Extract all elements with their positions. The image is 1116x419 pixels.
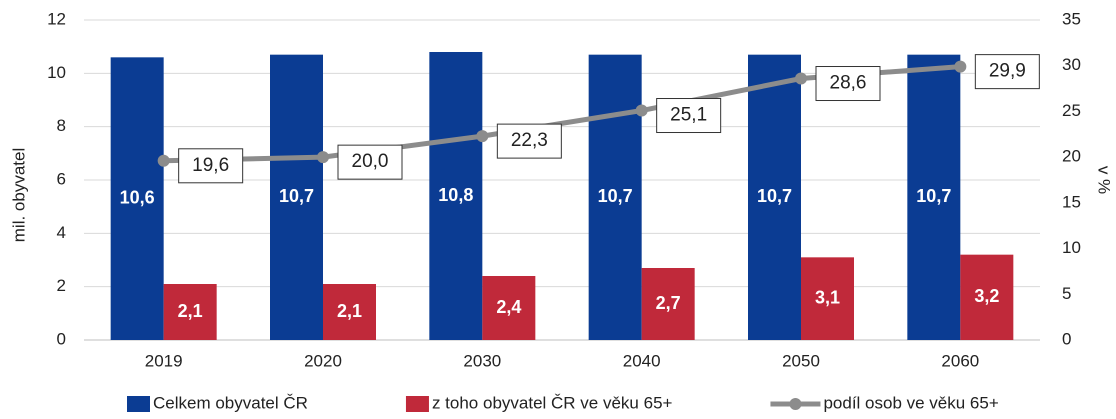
data-label-box — [974, 54, 1040, 90]
line-marker — [954, 60, 967, 73]
bar-value-label: 10,7 — [916, 186, 951, 206]
line-value-label: 29,9 — [989, 61, 1026, 82]
data-label-box — [178, 148, 244, 184]
bar — [482, 276, 536, 340]
legend-swatch — [405, 396, 429, 412]
y2-tick-label: 20 — [1062, 147, 1081, 166]
y2-tick-label: 30 — [1062, 55, 1081, 74]
line-value-label: 28,6 — [830, 73, 867, 94]
x-tick-label: 2060 — [941, 351, 979, 370]
line-marker — [157, 154, 170, 167]
data-label-box — [656, 98, 722, 134]
y2-tick-label: 5 — [1062, 284, 1071, 303]
legend-label: z toho obyvatel ČR ve věku 65+ — [432, 393, 673, 412]
x-tick-label: 2020 — [304, 351, 342, 370]
line-value-label: 25,1 — [670, 105, 707, 126]
bar — [907, 54, 961, 341]
legend-swatch — [127, 396, 150, 412]
x-tick-label: 2050 — [782, 351, 820, 370]
bar-value-label: 10,6 — [120, 187, 155, 207]
bar — [588, 54, 642, 341]
bar — [110, 57, 164, 340]
line-marker — [795, 72, 807, 85]
bar-value-label: 3,2 — [974, 286, 999, 306]
bar-value-label: 3,1 — [815, 287, 840, 307]
line-marker — [317, 151, 329, 164]
x-tick-label: 2030 — [463, 351, 501, 370]
bar-value-label: 10,7 — [279, 186, 314, 206]
bar-value-label: 10,7 — [598, 186, 633, 206]
line-value-label: 22,3 — [511, 130, 548, 151]
bar-value-label: 10,7 — [757, 186, 792, 206]
y-tick-label: 12 — [47, 9, 66, 28]
data-label-box — [337, 144, 403, 180]
line-value-label: 20,0 — [352, 151, 389, 172]
bar-value-label: 2,1 — [178, 301, 203, 321]
bar — [960, 254, 1014, 340]
bar — [801, 257, 854, 340]
line-value-label: 19,6 — [192, 155, 229, 176]
bar — [641, 268, 695, 340]
data-label-box — [496, 123, 562, 159]
data-label-box — [815, 66, 881, 102]
bar-value-label: 2,4 — [496, 297, 521, 317]
bar-value-label: 2,1 — [337, 301, 362, 321]
bar — [429, 52, 483, 340]
x-tick-label: 2019 — [145, 351, 183, 370]
y-tick-label: 0 — [57, 329, 66, 348]
line-marker — [635, 104, 648, 117]
x-tick-label: 2040 — [623, 351, 661, 370]
y-tick-label: 8 — [57, 116, 66, 135]
y-tick-label: 4 — [57, 223, 66, 242]
y2-tick-label: 15 — [1062, 192, 1081, 211]
y2-tick-label: 25 — [1062, 101, 1081, 120]
legend-label: podíl osob ve věku 65+ — [823, 393, 998, 412]
bar-value-label: 10,8 — [438, 185, 473, 205]
bar — [270, 54, 323, 341]
bar — [748, 54, 801, 341]
y2-tick-label: 10 — [1062, 238, 1081, 257]
y-tick-label: 10 — [47, 63, 66, 82]
line-marker — [476, 130, 489, 143]
y-tick-label: 6 — [57, 169, 66, 188]
legend-label: Celkem obyvatel ČR — [153, 393, 308, 412]
bar-value-label: 2,7 — [656, 293, 681, 313]
y-tick-label: 2 — [57, 276, 66, 295]
y-axis-label: mil. obyvatel — [9, 148, 28, 242]
y2-axis-label: v % — [1095, 166, 1114, 194]
legend-marker — [789, 398, 802, 410]
y2-tick-label: 0 — [1062, 329, 1071, 348]
bar — [323, 284, 376, 340]
bar — [163, 284, 217, 340]
y2-tick-label: 35 — [1062, 9, 1081, 28]
